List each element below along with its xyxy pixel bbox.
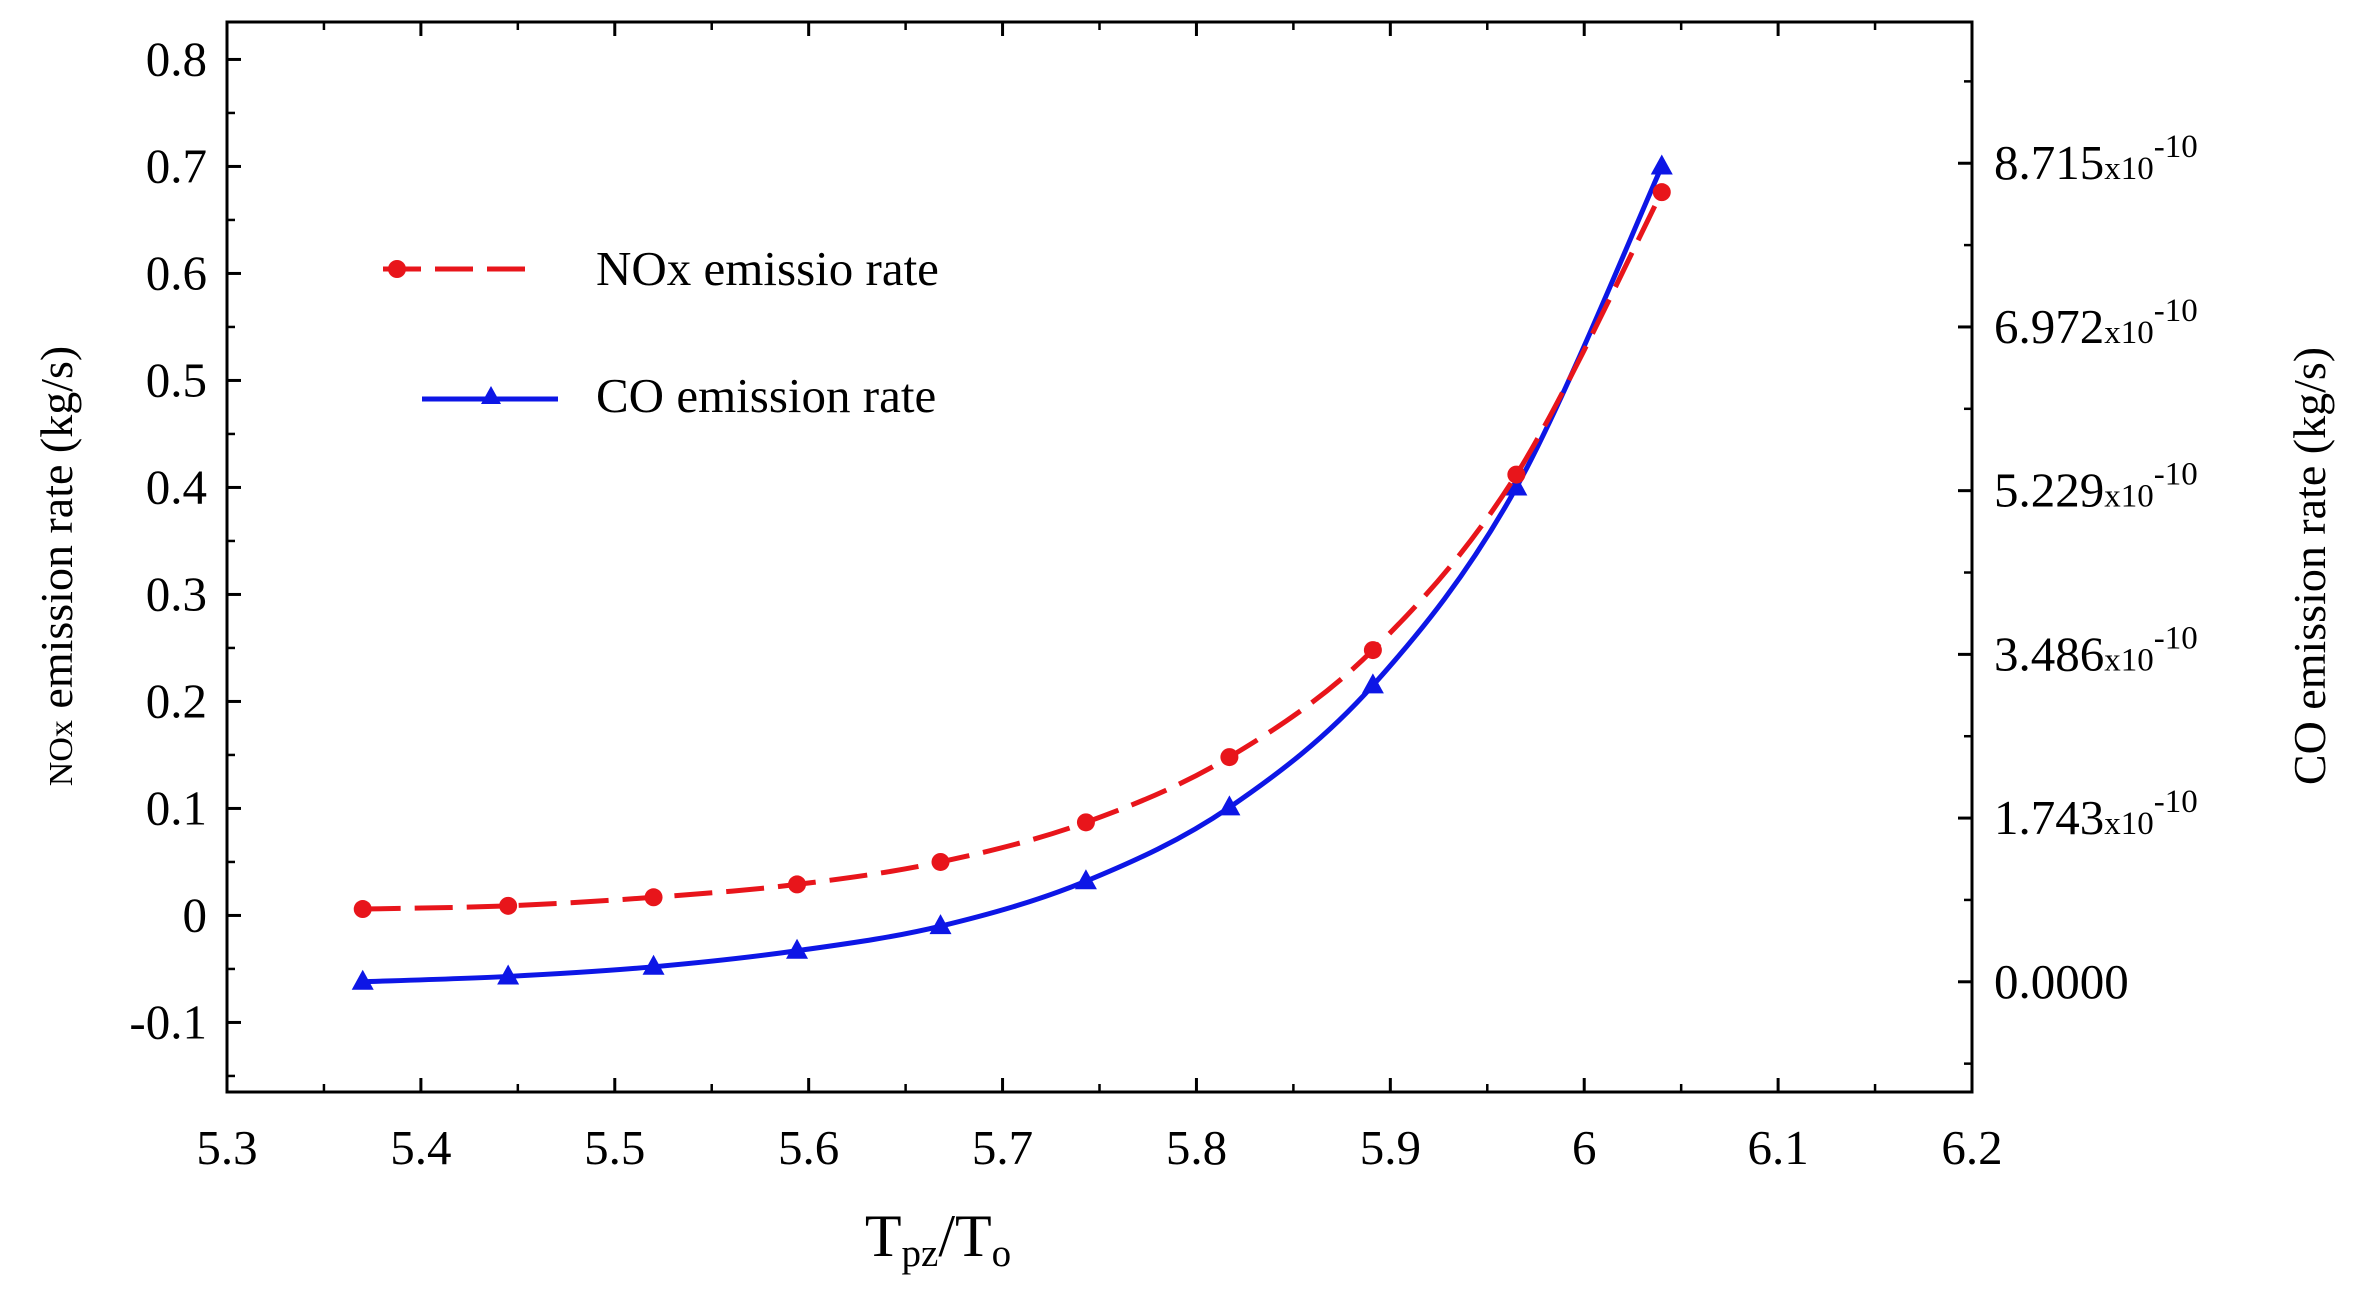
x-tick-label: 5.9 bbox=[1360, 1120, 1421, 1175]
x-tick-label: 5.3 bbox=[196, 1120, 257, 1175]
data-point-co bbox=[642, 954, 665, 975]
x-tick-label: 6.1 bbox=[1747, 1120, 1808, 1175]
y-left-tick-label: 0.3 bbox=[146, 566, 207, 621]
y-right-tick-label: 1.743x10-10 bbox=[1994, 784, 2198, 845]
y-left-tick-label: 0.4 bbox=[146, 459, 207, 514]
axes-layer: 5.3 5.4 5.5 5.6 5.7 5.8 5.9 6 6.1 6.2 -0.1 0 0.1 0.2 0… bbox=[129, 20, 2198, 1175]
data-point-nox bbox=[499, 896, 518, 915]
legend-label-co: CO emission rate bbox=[596, 368, 936, 423]
x-tick-label: 5.4 bbox=[390, 1120, 451, 1175]
y-left-tick-label: 0.1 bbox=[146, 780, 207, 835]
data-point-nox bbox=[353, 900, 372, 919]
y-axis-title-left: NOx emission rate (kg/s) bbox=[31, 346, 82, 786]
y-left-tick-label: 0.6 bbox=[146, 245, 207, 300]
data-point-co bbox=[1361, 673, 1384, 694]
y-right-tick-label: 5.229x10-10 bbox=[1994, 457, 2198, 518]
y-left-tick-label: 0.2 bbox=[146, 673, 207, 728]
y-right-tick-label: 6.972x10-10 bbox=[1994, 293, 2198, 354]
y-left-tick-label: 0 bbox=[183, 887, 208, 942]
data-point-nox bbox=[1507, 465, 1526, 484]
data-point-nox bbox=[1220, 748, 1239, 767]
data-point-co bbox=[497, 964, 520, 985]
legend-marker-nox bbox=[388, 260, 406, 278]
data-point-co bbox=[1650, 154, 1673, 175]
data-point-nox bbox=[1652, 183, 1671, 202]
y-left-tick-label: 0.7 bbox=[146, 138, 207, 193]
series-line-co bbox=[362, 165, 1665, 985]
y-left-tick-label: 0.8 bbox=[146, 31, 207, 86]
y-left-tick-label: -0.1 bbox=[129, 994, 207, 1049]
data-point-co bbox=[1074, 869, 1097, 890]
data-point-co bbox=[351, 969, 374, 990]
x-tick-label: 6 bbox=[1572, 1120, 1597, 1175]
data-point-co bbox=[929, 914, 952, 935]
legend-marker-co bbox=[481, 386, 501, 404]
legend-label-nox: NOx emissio rate bbox=[596, 241, 939, 296]
y-right-tick-label: 8.715x10-10 bbox=[1994, 129, 2198, 190]
y-axis-title-right: CO emission rate (kg/s) bbox=[2284, 347, 2335, 785]
x-axis-title: Tpz/To bbox=[865, 1203, 1011, 1275]
axis-titles: Tpz/To NOx emission rate (kg/s) CO emiss… bbox=[31, 346, 2335, 1275]
y-right-tick-label: 3.486x10-10 bbox=[1994, 620, 2198, 681]
legend: NOx emissio rate CO emission rate bbox=[383, 241, 939, 423]
x-tick-label: 5.5 bbox=[584, 1120, 645, 1175]
data-point-nox bbox=[1076, 813, 1095, 832]
x-tick-label: 6.2 bbox=[1941, 1120, 2002, 1175]
y-right-tick-label: 0.0000 bbox=[1994, 954, 2129, 1009]
series-line-nox bbox=[362, 190, 1665, 912]
data-point-nox bbox=[644, 888, 663, 907]
x-tick-label: 5.8 bbox=[1166, 1120, 1227, 1175]
data-point-nox bbox=[788, 875, 807, 894]
x-tick-label: 5.7 bbox=[972, 1120, 1033, 1175]
series-layer bbox=[351, 154, 1673, 990]
data-point-co bbox=[1218, 795, 1241, 816]
data-point-co bbox=[1505, 475, 1528, 496]
x-tick-label: 5.6 bbox=[778, 1120, 839, 1175]
y-left-tick-label: 0.5 bbox=[146, 352, 207, 407]
data-point-co bbox=[786, 938, 809, 959]
data-point-nox bbox=[1363, 641, 1382, 660]
data-point-nox bbox=[931, 852, 950, 871]
